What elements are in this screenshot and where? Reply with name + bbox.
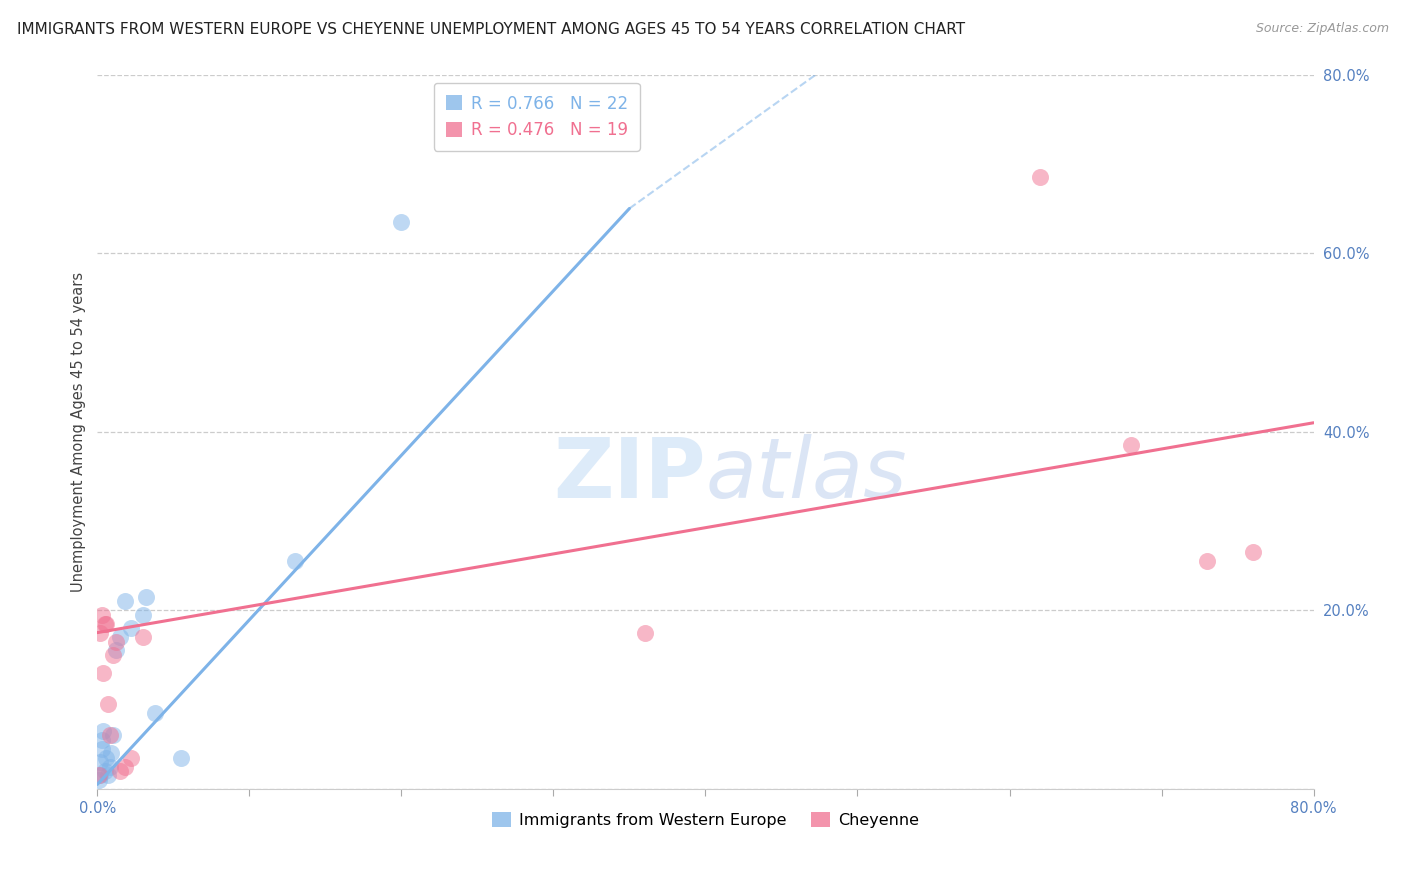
Point: [94, 764, 117, 778]
Text: IMMIGRANTS FROM WESTERN EUROPE VS CHEYENNE UNEMPLOYMENT AMONG AGES 45 TO 54 YEAR: IMMIGRANTS FROM WESTERN EUROPE VS CHEYEN…: [17, 22, 965, 37]
Point: [93, 665, 115, 680]
Point: [87, 768, 110, 782]
Y-axis label: Unemployment Among Ages 45 to 54 years: Unemployment Among Ages 45 to 54 years: [72, 272, 86, 591]
Point: [1197, 554, 1219, 568]
Point: [89, 755, 111, 769]
Point: [120, 621, 142, 635]
Point: [1241, 545, 1264, 559]
Text: atlas: atlas: [706, 434, 907, 515]
Point: [170, 750, 193, 764]
Point: [96, 616, 118, 631]
Text: ZIP: ZIP: [553, 434, 706, 515]
Point: [108, 630, 131, 644]
Point: [104, 634, 127, 648]
Point: [135, 590, 157, 604]
Point: [114, 759, 136, 773]
Point: [90, 607, 112, 622]
Point: [104, 643, 127, 657]
Point: [87, 772, 110, 787]
Point: [114, 594, 136, 608]
Point: [93, 723, 115, 738]
Point: [101, 728, 124, 742]
Point: [97, 697, 120, 711]
Legend: Immigrants from Western Europe, Cheyenne: Immigrants from Western Europe, Cheyenne: [485, 806, 925, 834]
Point: [633, 625, 655, 640]
Point: [90, 741, 112, 756]
Point: [108, 764, 131, 778]
Point: [94, 616, 117, 631]
Point: [101, 648, 124, 662]
Point: [96, 750, 118, 764]
Point: [97, 768, 120, 782]
Point: [389, 215, 412, 229]
Point: [132, 630, 155, 644]
Point: [1029, 170, 1052, 185]
Point: [143, 706, 166, 720]
Point: [284, 554, 307, 568]
Point: [132, 607, 155, 622]
Text: Source: ZipAtlas.com: Source: ZipAtlas.com: [1256, 22, 1389, 36]
Point: [98, 728, 121, 742]
Point: [98, 759, 121, 773]
Point: [89, 625, 111, 640]
Point: [1121, 438, 1143, 452]
Point: [100, 746, 122, 760]
Point: [90, 732, 112, 747]
Point: [120, 750, 142, 764]
Point: [89, 768, 111, 782]
